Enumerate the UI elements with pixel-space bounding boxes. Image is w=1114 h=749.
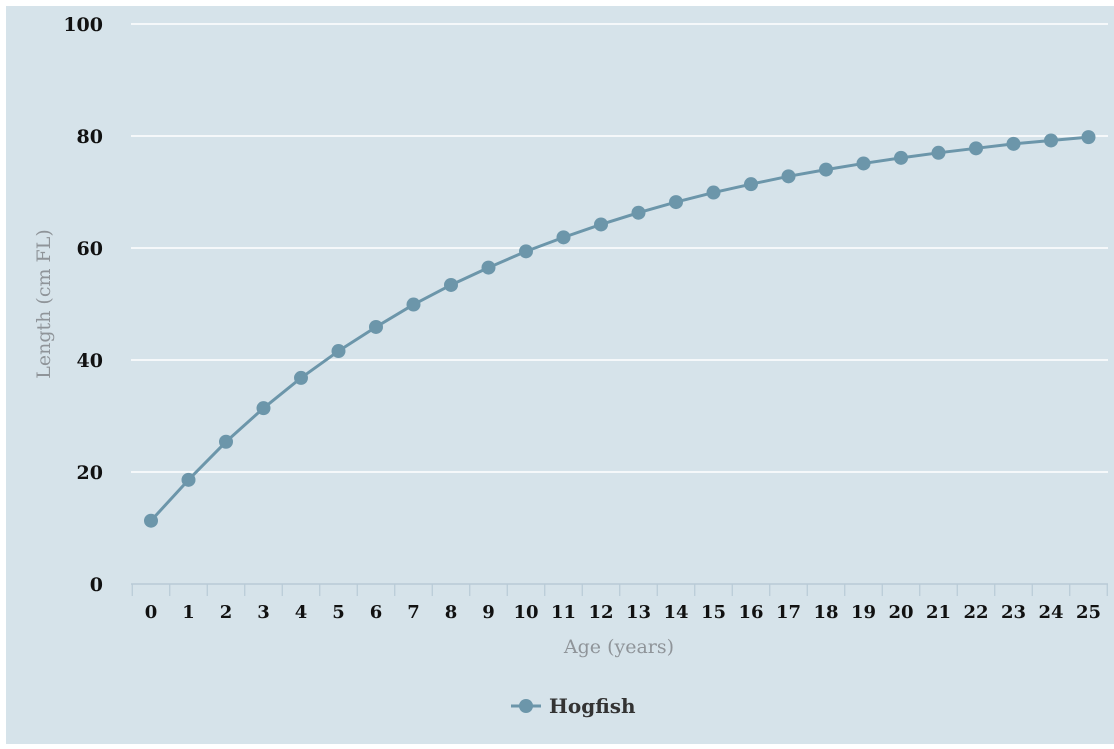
x-tick-label: 11 xyxy=(551,602,576,623)
data-point[interactable] xyxy=(294,370,308,385)
data-point[interactable] xyxy=(144,513,158,528)
series-line xyxy=(149,135,1089,522)
data-point[interactable] xyxy=(331,344,346,359)
data-point[interactable] xyxy=(1044,133,1058,148)
data-point[interactable] xyxy=(219,434,233,449)
data-point[interactable] xyxy=(406,297,421,312)
chart-panel: 0 20 40 60 80 100 0 1 2 3 4 5 6 7 8 9 10 11 12 13 14 15 16 17 1… xyxy=(6,6,1114,744)
y-axis-tick-labels: 0 20 40 60 80 100 xyxy=(63,14,103,596)
x-tick-label: 19 xyxy=(851,602,876,623)
data-point[interactable] xyxy=(931,145,946,160)
data-point[interactable] xyxy=(969,141,983,156)
data-point[interactable] xyxy=(594,217,608,232)
x-tick-label: 8 xyxy=(445,602,458,623)
data-point[interactable] xyxy=(781,169,796,184)
x-tick-label: 20 xyxy=(888,602,913,623)
x-tick-label: 7 xyxy=(407,602,420,623)
y-axis-title: Length (cm FL) xyxy=(33,229,55,379)
data-point[interactable] xyxy=(519,244,533,259)
grid-lines xyxy=(131,23,1108,473)
y-tick-label: 60 xyxy=(77,238,103,260)
data-point[interactable] xyxy=(631,205,646,220)
x-tick-label: 1 xyxy=(182,602,195,623)
data-point[interactable] xyxy=(256,401,271,416)
x-tick-label: 16 xyxy=(738,602,763,623)
x-tick-label: 9 xyxy=(482,602,495,623)
legend[interactable]: Hogfish xyxy=(511,694,636,718)
x-tick-label: 15 xyxy=(701,602,726,623)
data-point[interactable] xyxy=(1081,130,1096,145)
data-point[interactable] xyxy=(556,230,571,245)
y-tick-label: 100 xyxy=(63,14,103,36)
x-tick-label: 22 xyxy=(963,602,988,623)
legend-label-hogfish: Hogfish xyxy=(549,694,636,718)
data-point[interactable] xyxy=(744,177,758,192)
x-tick-label: 24 xyxy=(1038,602,1063,623)
data-point[interactable] xyxy=(894,150,908,165)
x-tick-label: 3 xyxy=(257,602,270,623)
legend-marker-icon xyxy=(519,699,533,713)
data-point[interactable] xyxy=(181,472,196,487)
y-tick-label: 80 xyxy=(77,126,103,148)
y-tick-label: 40 xyxy=(77,350,103,372)
data-point[interactable] xyxy=(819,162,833,177)
y-tick-label: 20 xyxy=(77,462,103,484)
x-tick-label: 25 xyxy=(1076,602,1101,623)
x-tick-label: 5 xyxy=(332,602,345,623)
data-point[interactable] xyxy=(369,319,383,334)
data-point[interactable] xyxy=(481,260,496,275)
x-axis xyxy=(131,583,1108,596)
data-point[interactable] xyxy=(1006,136,1021,151)
series-hogfish[interactable] xyxy=(144,130,1096,528)
x-tick-label: 23 xyxy=(1001,602,1026,623)
x-tick-label: 14 xyxy=(663,602,688,623)
data-point[interactable] xyxy=(706,185,721,200)
x-axis-title: Age (years) xyxy=(563,636,674,658)
x-tick-label: 6 xyxy=(370,602,383,623)
data-point[interactable] xyxy=(669,195,683,210)
x-tick-label: 12 xyxy=(588,602,613,623)
data-point[interactable] xyxy=(856,156,871,171)
x-tick-label: 21 xyxy=(926,602,951,623)
x-tick-label: 18 xyxy=(813,602,838,623)
x-tick-label: 0 xyxy=(145,602,158,623)
x-axis-tick-labels: 0 1 2 3 4 5 6 7 8 9 10 11 12 13 14 15 16 17 18 19 20 21 22 23 24… xyxy=(145,602,1101,623)
data-point[interactable] xyxy=(444,277,458,292)
y-tick-label: 0 xyxy=(90,574,103,596)
x-tick-label: 13 xyxy=(626,602,651,623)
x-tick-label: 4 xyxy=(295,602,308,623)
x-tick-label: 10 xyxy=(513,602,538,623)
x-tick-label: 2 xyxy=(220,602,233,623)
x-tick-label: 17 xyxy=(776,602,801,623)
